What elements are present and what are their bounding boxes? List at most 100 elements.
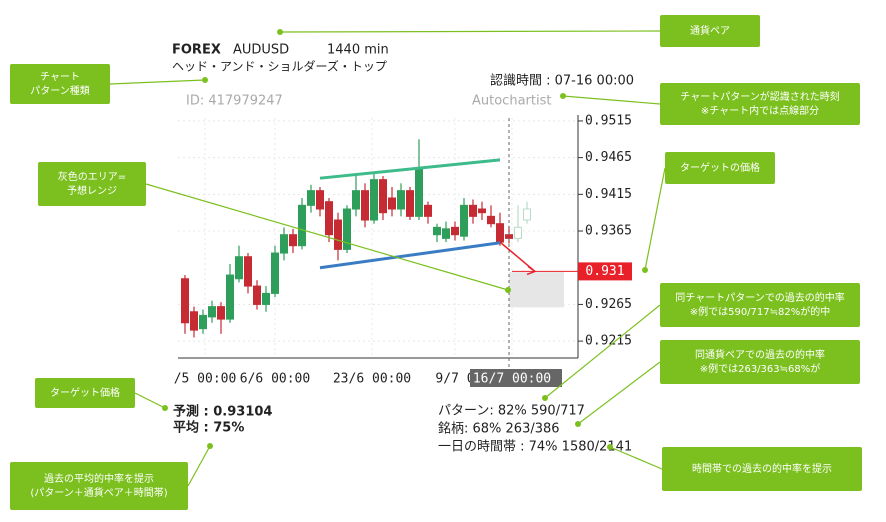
candle-body <box>244 256 252 287</box>
x-label-highlight <box>470 369 562 387</box>
callout-box <box>660 283 860 327</box>
average: 平均 : 75% <box>173 420 244 436</box>
candle-body <box>361 190 369 221</box>
recognized-time: 認識時間 : 07-16 00:00 <box>490 73 634 89</box>
interval: 1440 min <box>327 43 389 58</box>
callout-box <box>38 162 146 206</box>
candle-body <box>451 226 459 236</box>
candle-body <box>415 168 423 217</box>
candle-body <box>433 226 441 236</box>
pattern-line <box>319 241 501 270</box>
callout-dot <box>642 267 648 273</box>
callout-dot <box>542 395 548 401</box>
callout-leader <box>577 361 661 425</box>
callout-dot <box>207 443 213 449</box>
candle-body <box>478 208 486 214</box>
pattern-name: ヘッド・アンド・ショルダーズ・トップ <box>172 59 387 74</box>
callout-dot <box>607 444 613 450</box>
pattern-line <box>319 158 501 180</box>
candle-body <box>352 190 360 210</box>
y-tick-label: 0.9515 <box>585 113 632 128</box>
candle-body <box>523 208 531 221</box>
candle-body <box>460 204 468 237</box>
candle-body <box>505 234 513 239</box>
market: FOREX <box>172 43 221 58</box>
candle-body <box>289 234 297 247</box>
candle-body <box>217 306 225 320</box>
callout-text: 予想レンジ <box>67 184 117 197</box>
x-tick-label: /5 00:00 <box>174 372 237 387</box>
candle-body <box>271 252 279 294</box>
callout-text: ※チャート内では点線部分 <box>701 104 819 117</box>
callout-text: パターン種類 <box>30 84 90 97</box>
candle-body <box>280 234 288 254</box>
callout-dot <box>277 29 283 35</box>
target-label: 0.931 <box>585 264 624 279</box>
symbol: AUDUSD <box>233 43 289 58</box>
callout-leader <box>562 95 661 105</box>
callout-box <box>660 83 860 125</box>
candle-body <box>190 311 198 331</box>
callout-box <box>665 152 775 184</box>
callout-text: 過去の平均的中率を提示 <box>44 472 154 485</box>
candle-body <box>379 179 387 214</box>
x-tick-label: 9/7 0 <box>435 372 474 387</box>
callout-leader <box>609 446 663 470</box>
callout-text: (パターン＋通貨ペア＋時間帯) <box>30 486 167 499</box>
pattern-rate: パターン: 82% 590/717 <box>438 404 585 419</box>
candle-body <box>235 256 243 280</box>
callout-leader <box>134 392 166 409</box>
candle-body <box>469 204 477 217</box>
candle-body <box>316 190 324 210</box>
forecast-range <box>509 272 564 308</box>
callout-box <box>10 64 110 104</box>
callout-box <box>35 378 135 408</box>
watermark: Autochartist <box>472 94 551 109</box>
candle-body <box>388 197 396 210</box>
candle-body <box>442 228 450 239</box>
callout-leader <box>279 30 661 33</box>
callout-text: チャート <box>40 71 80 83</box>
candle-body <box>397 190 405 210</box>
callout-dot <box>505 287 511 293</box>
candle-body <box>226 274 234 320</box>
callout-dot <box>560 93 566 99</box>
candle-body <box>262 292 270 305</box>
forecast: 予測 : 0.93104 <box>173 404 272 420</box>
callout-leader <box>187 445 211 487</box>
callout-text: 灰色のエリア= <box>58 170 126 183</box>
candle-body <box>487 215 495 225</box>
callout-box <box>660 15 760 47</box>
candle-body <box>406 190 414 217</box>
target-box <box>578 262 632 281</box>
callout-leader <box>644 167 666 271</box>
candle-body <box>325 201 333 236</box>
callout-text: ※例では263/363≒68%が <box>700 362 821 375</box>
y-tick-label: 0.9415 <box>585 187 632 202</box>
candle-body <box>307 190 315 206</box>
candle-body <box>208 306 216 318</box>
callout-dot <box>202 77 208 83</box>
y-tick-label: 0.9365 <box>585 224 632 239</box>
x-tick-label: 6/6 00:00 <box>240 372 310 387</box>
callout-text: ※例では590/717≒82%が的中 <box>690 305 831 318</box>
callout-text: ターゲット価格 <box>50 386 120 399</box>
y-tick-label: 0.9465 <box>585 150 632 165</box>
callout-leader <box>109 79 206 85</box>
candle-body <box>343 208 351 250</box>
callout-text: 通貨ペア <box>690 24 730 37</box>
candle-body <box>496 223 504 243</box>
callout-text: ターゲットの価格 <box>680 161 760 174</box>
candle-body <box>424 204 432 217</box>
time-rate: 一日の時間帯 : 74% 1580/2141 <box>438 440 632 455</box>
candle-body <box>370 179 378 221</box>
callout-leader <box>145 183 509 291</box>
candle-body <box>199 314 207 330</box>
callout-dot <box>162 405 168 411</box>
candle-body <box>334 219 342 250</box>
callout-text: チャートパターンが認識された時刻 <box>680 90 839 103</box>
x-tick-label: 23/6 00:00 <box>333 372 411 387</box>
callout-text: 時間帯での過去の的中率を提示 <box>692 462 832 475</box>
